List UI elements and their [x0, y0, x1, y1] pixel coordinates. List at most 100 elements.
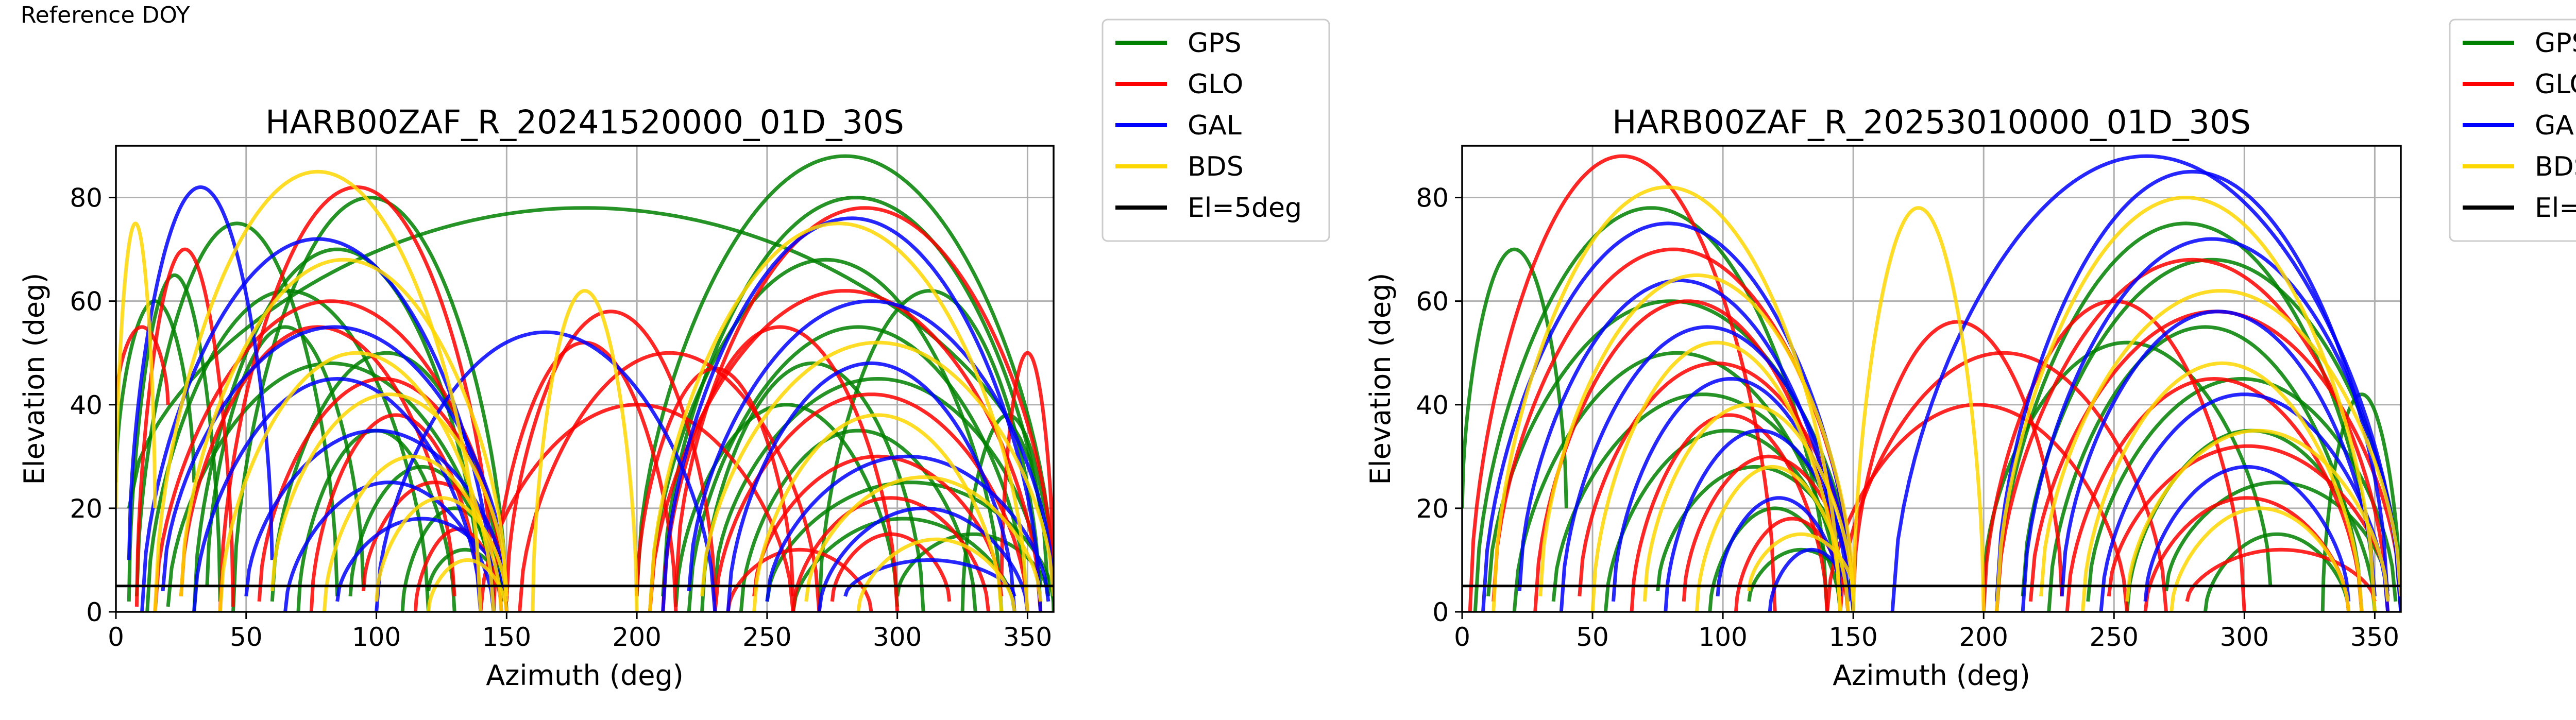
sky-track-bds [2081, 361, 2364, 612]
sky-track-bds [1642, 403, 1855, 602]
sky-track-gal [140, 237, 496, 612]
sky-track-bds [375, 496, 509, 602]
sky-track-bds [179, 258, 509, 597]
x-tick-label: 150 [1828, 622, 1877, 652]
sky-track-bds [2039, 289, 2401, 597]
x-tick-label: 350 [2350, 622, 2399, 652]
sky-track-gal [244, 428, 509, 597]
sky-track-gps [661, 196, 1050, 597]
sky-track-gal [1716, 496, 1842, 597]
y-tick-label: 40 [70, 390, 103, 420]
sky-track-bds [1695, 465, 1850, 612]
legend-label: El=5deg [1188, 193, 1302, 224]
sky-track-gal [1890, 154, 2401, 612]
chart-panel-1: 0 50 100 150 200 250 300 350 0 20 40 60 80 HARB00ZAF… [18, 19, 1330, 692]
x-tick-label: 150 [482, 622, 531, 652]
sky-track-bds [427, 558, 509, 612]
sky-track-glo [648, 289, 1043, 612]
legend-label: GLO [2535, 69, 2576, 100]
sky-track-glo [2107, 444, 2390, 597]
x-tick-label: 200 [612, 622, 661, 652]
sky-track-bds [1851, 206, 1986, 612]
sky-track-gps [2320, 392, 2401, 612]
x-tick-label: 50 [230, 622, 263, 652]
sky-track-glo [791, 496, 991, 612]
sky-track-gal [661, 216, 1043, 612]
sky-track-glo [1578, 361, 1855, 597]
x-tick-label: 0 [108, 622, 124, 652]
sky-track-gal [2060, 310, 2377, 597]
sky-track-gps [2021, 258, 2401, 597]
sky-track-bds [1538, 273, 1855, 597]
sky-track-gps [192, 247, 483, 612]
y-tick-label: 80 [70, 183, 103, 213]
legend-label: GAL [1188, 110, 1242, 141]
sky-track-gps [791, 517, 1016, 612]
y-tick-label: 0 [1432, 597, 1449, 627]
sky-track-gal [1559, 325, 1855, 612]
axes-2: 0 50 100 150 200 250 300 350 0 20 40 60 80 [1416, 145, 2402, 652]
chart-panel-2: 0 50 100 150 200 250 300 350 0 20 40 60 80 HARB00ZAF… [1364, 19, 2576, 692]
x-tick-label: 50 [1576, 622, 1609, 652]
sky-track-bds [1995, 196, 2377, 612]
axes-1: 0 50 100 150 200 250 300 350 0 20 40 60 80 [70, 145, 1055, 652]
sky-track-gal [817, 506, 1029, 612]
sky-track-gal [375, 330, 717, 612]
sky-track-bds [700, 340, 1054, 597]
sky-track-gps [205, 325, 365, 586]
figure-label: Reference DOY [21, 2, 190, 28]
legend-2: GPS GLO GAL BDS El=5deg [2449, 19, 2576, 242]
y-axis-label-2: Elevation (deg) [1364, 273, 1397, 485]
sky-track-bds [2170, 506, 2351, 612]
sky-track-glo [1838, 351, 2168, 612]
sky-track-gal [161, 325, 509, 592]
sky-track-bds [1747, 532, 1855, 592]
x-tick-label: 100 [1698, 622, 1747, 652]
legend-label: BDS [2535, 151, 2576, 182]
sky-track-gps [127, 273, 222, 602]
x-axis-label-2: Azimuth (deg) [1833, 659, 2030, 692]
sky-track-gps [134, 221, 340, 596]
legend-label: GPS [1188, 28, 1242, 59]
sky-track-bds [804, 475, 1043, 602]
sky-track-gps [960, 413, 1054, 612]
x-tick-label: 300 [873, 622, 922, 652]
sky-track-gal [127, 185, 274, 560]
sky-track-bds [531, 289, 639, 612]
x-tick-label: 250 [2090, 622, 2139, 652]
sky-track-glo [1468, 154, 1777, 612]
y-tick-label: 0 [86, 597, 103, 627]
sky-track-bds [2125, 428, 2390, 602]
legend-label: BDS [1188, 151, 1244, 182]
sky-track-glo [1533, 299, 1842, 612]
sky-track-gal [726, 361, 1016, 612]
sky-track-gps [817, 289, 1043, 612]
plot-data-2 [1462, 154, 2401, 612]
legend-box [1101, 19, 1330, 242]
y-tick-label: 60 [1416, 287, 1449, 317]
x-axis-label-1: Azimuth (deg) [486, 659, 684, 692]
legend-label: GLO [1188, 69, 1243, 100]
x-tick-label: 300 [2220, 622, 2269, 652]
y-tick-label: 20 [1416, 494, 1449, 524]
sky-track-bds [153, 169, 483, 612]
sky-track-glo [504, 310, 717, 602]
y-tick-label: 20 [70, 494, 103, 524]
sky-track-bds [752, 413, 1004, 612]
sky-track-gal [283, 481, 496, 612]
sky-track-bds [116, 221, 157, 508]
sky-track-glo [1995, 258, 2390, 612]
x-tick-label: 200 [1959, 622, 2008, 652]
y-tick-label: 60 [70, 287, 103, 317]
sky-track-glo [752, 454, 1004, 597]
y-tick-label: 80 [1416, 183, 1449, 213]
chart-title-1: HARB00ZAF_R_20241520000_01D_30S [265, 104, 904, 141]
sky-track-gps [687, 325, 1029, 612]
sky-track-gps [166, 361, 496, 607]
sky-track-bds [270, 392, 509, 592]
plot-data-1 [116, 154, 1054, 612]
legend-label: El=5deg [2535, 193, 2576, 224]
sky-track-gal [1995, 169, 2390, 602]
sky-track-gal [1517, 278, 1842, 592]
x-tick-label: 0 [1454, 622, 1470, 652]
